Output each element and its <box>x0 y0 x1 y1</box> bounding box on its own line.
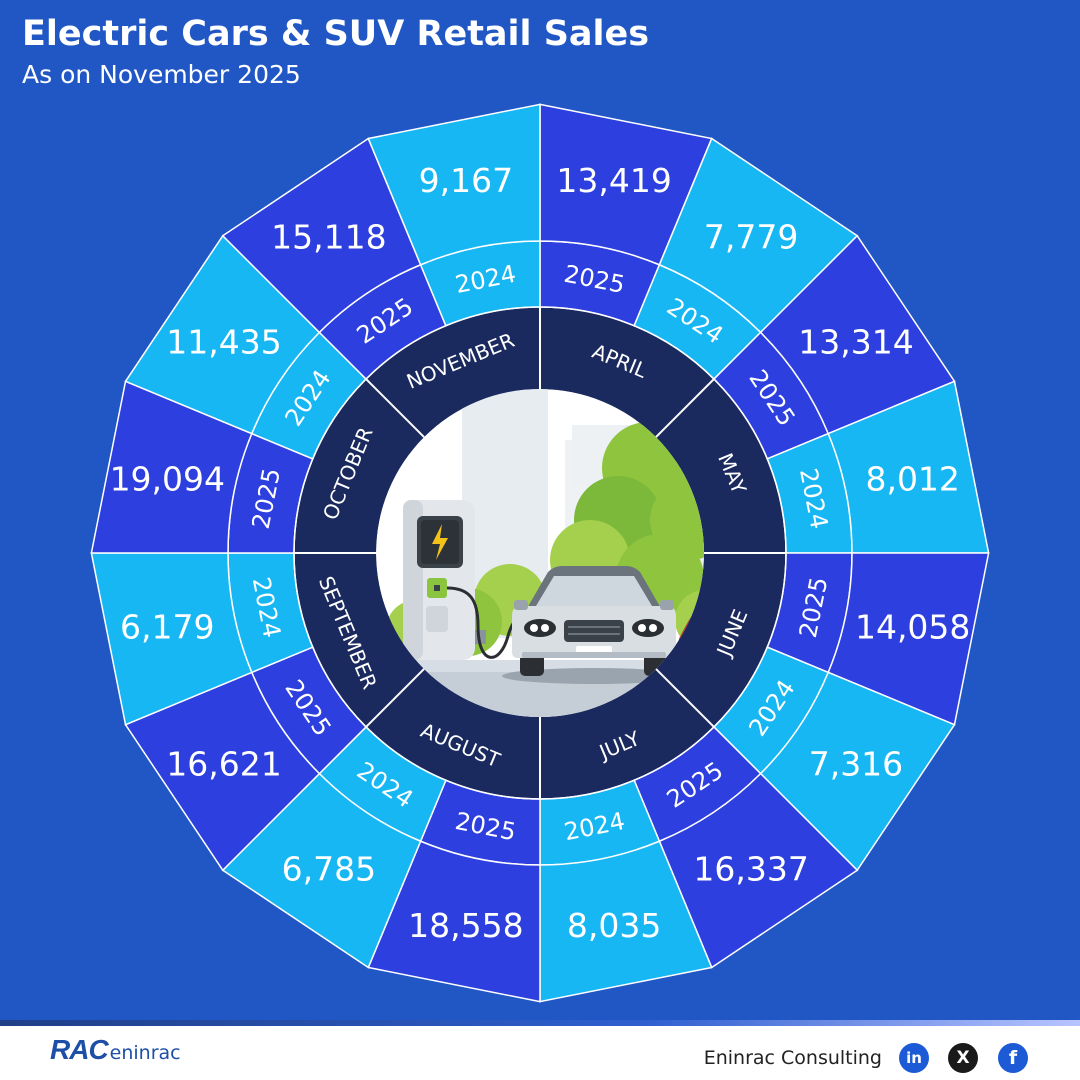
company-name: Eninrac Consulting <box>703 1047 882 1069</box>
logo-text: RAC <box>50 1034 109 1065</box>
value-label: 14,058 <box>855 608 970 647</box>
value-label: 6,179 <box>120 608 214 647</box>
month-separator <box>655 378 715 438</box>
value-label: 11,435 <box>166 322 281 361</box>
month-separator <box>365 668 425 728</box>
value-label: 13,314 <box>798 322 913 361</box>
footer-accent-bar <box>0 1020 1080 1026</box>
value-label: 16,337 <box>693 849 808 888</box>
value-label: 9,167 <box>419 161 513 200</box>
radial-sales-chart: APRIL202513,41920247,779MAY202513,314202… <box>90 103 990 1003</box>
page-subtitle: As on November 2025 <box>22 60 301 89</box>
value-label: 13,419 <box>556 161 671 200</box>
value-label: 8,012 <box>865 459 959 498</box>
x-icon[interactable]: X <box>948 1043 978 1073</box>
logo-suffix: eninrac <box>109 1042 181 1064</box>
month-separator <box>655 668 715 728</box>
page-title: Electric Cars & SUV Retail Sales <box>22 14 650 54</box>
value-label: 18,558 <box>408 906 523 945</box>
eninrac-logo: RAC eninrac <box>50 1034 181 1066</box>
linkedin-icon[interactable]: in <box>899 1043 929 1073</box>
value-label: 15,118 <box>271 218 386 257</box>
footer: RAC eninrac Eninrac Consulting in X f <box>0 1020 1080 1080</box>
value-label: 8,035 <box>567 906 661 945</box>
value-bar <box>367 103 541 266</box>
value-label: 19,094 <box>110 459 225 498</box>
facebook-icon[interactable]: f <box>998 1043 1028 1073</box>
value-label: 6,785 <box>282 849 376 888</box>
value-label: 16,621 <box>166 745 281 784</box>
value-label: 7,316 <box>809 745 903 784</box>
month-separator <box>365 378 425 438</box>
value-label: 7,779 <box>704 218 798 257</box>
